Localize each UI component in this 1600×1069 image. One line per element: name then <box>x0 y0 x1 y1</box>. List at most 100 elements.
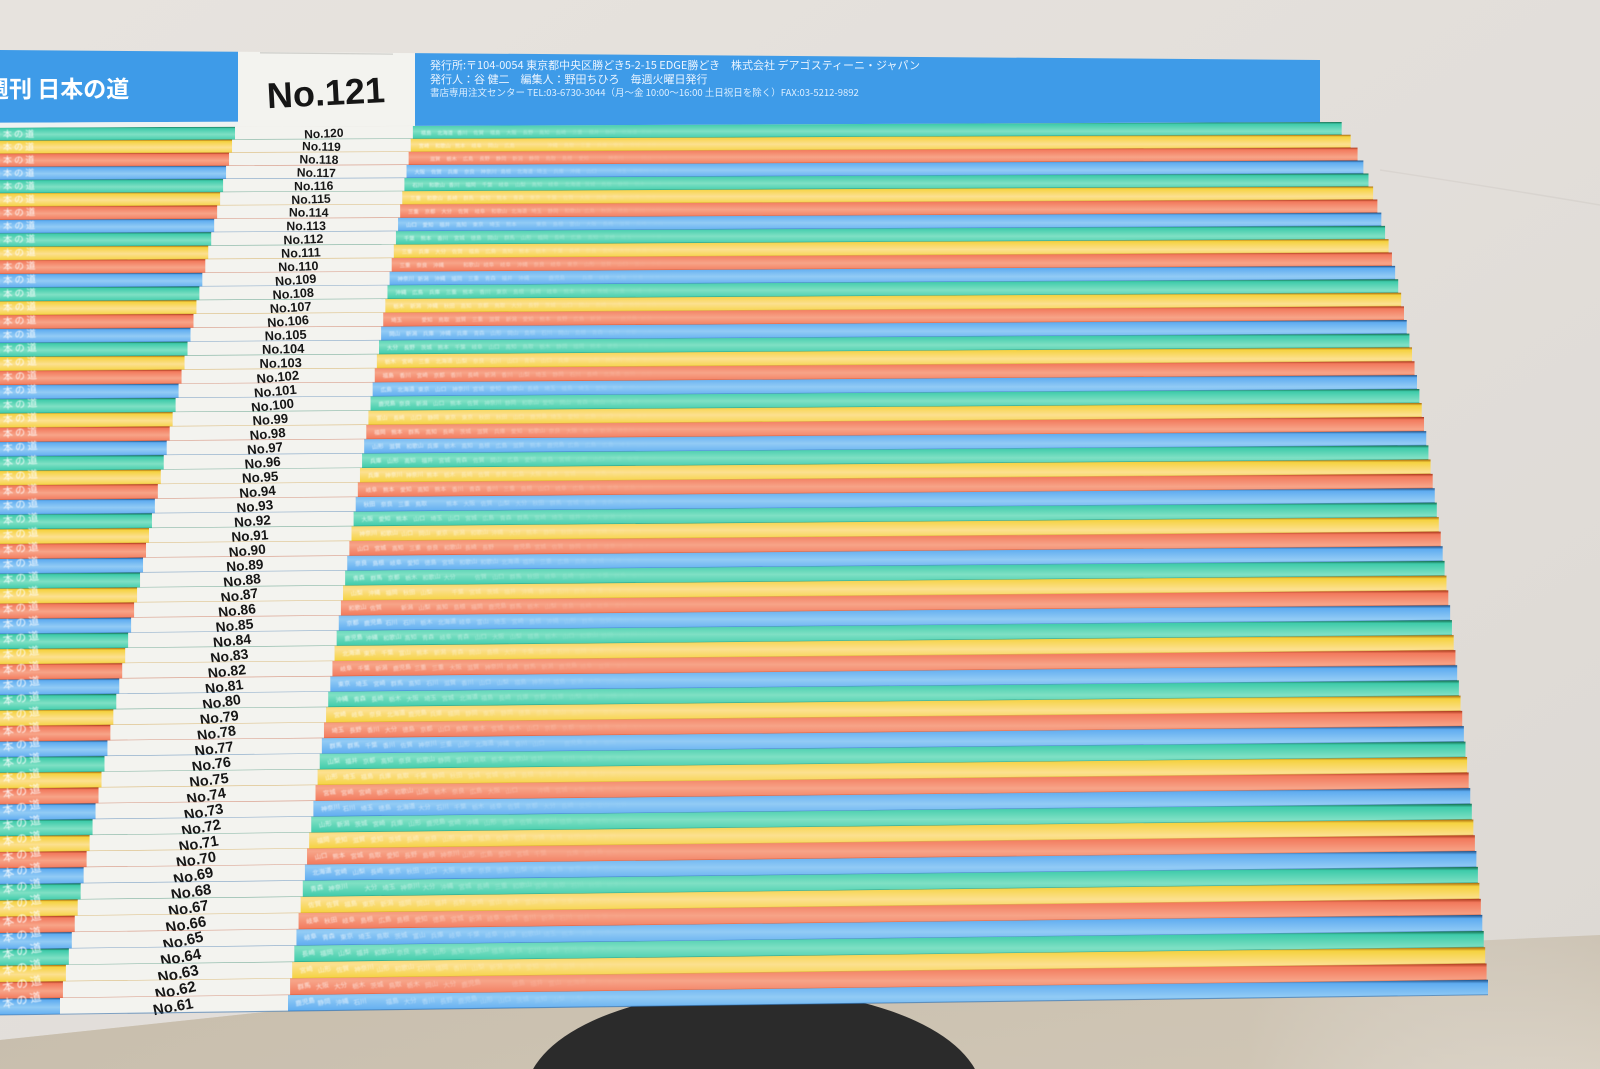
svg-text:青森: 青森 <box>457 631 470 641</box>
svg-text:広島: 広島 <box>602 439 615 449</box>
svg-text:山形: 山形 <box>659 328 671 337</box>
svg-text:福岡: 福岡 <box>374 427 386 437</box>
svg-text:高知: 高知 <box>425 426 437 436</box>
svg-text:静岡: 静岡 <box>465 708 479 719</box>
svg-text:佐賀: 佐賀 <box>467 398 479 408</box>
svg-text:岐阜: 岐阜 <box>603 541 616 551</box>
svg-text:岡山: 岡山 <box>629 382 641 392</box>
svg-text:兵庫: 兵庫 <box>427 441 440 451</box>
svg-text:長野: 長野 <box>612 526 625 536</box>
svg-text:沖縄: 沖縄 <box>521 586 534 596</box>
svg-text:高知: 高知 <box>417 484 430 494</box>
svg-text:静岡: 静岡 <box>605 128 615 136</box>
svg-text:群馬: 群馬 <box>516 512 529 522</box>
svg-text:宮崎: 宮崎 <box>534 512 547 522</box>
svg-text:長崎: 長崎 <box>644 555 657 565</box>
svg-text:香川: 香川 <box>457 129 467 137</box>
svg-text:福井: 福井 <box>439 220 451 228</box>
svg-text:青森: 青森 <box>601 497 614 507</box>
svg-text:東京: 東京 <box>435 527 448 537</box>
svg-text:長崎: 長崎 <box>556 128 566 136</box>
svg-text:大阪: 大阪 <box>588 676 601 687</box>
svg-text:東京: 東京 <box>530 193 541 201</box>
svg-text:佐賀: 佐賀 <box>369 602 382 612</box>
svg-text:熊本: 熊本 <box>426 469 439 479</box>
svg-text:群馬: 群馬 <box>549 497 562 507</box>
svg-text:大阪: 大阪 <box>492 631 505 641</box>
svg-text:福井: 福井 <box>503 586 516 596</box>
svg-text:宮城: 宮城 <box>592 556 605 566</box>
svg-text:長野: 長野 <box>528 301 540 310</box>
svg-text:宮城: 宮城 <box>534 541 547 551</box>
svg-text:滋賀: 滋賀 <box>579 753 593 764</box>
svg-text:沖縄: 沖縄 <box>439 329 451 338</box>
svg-text:鹿児島: 鹿児島 <box>620 314 637 323</box>
svg-text:三重: 三重 <box>503 483 516 493</box>
svg-text:沖縄: 沖縄 <box>518 274 530 282</box>
svg-text:熊本: 熊本 <box>395 513 408 523</box>
svg-text:佐賀: 佐賀 <box>608 328 620 337</box>
svg-text:福岡: 福岡 <box>470 601 483 611</box>
svg-text:広島: 広島 <box>584 439 597 449</box>
svg-text:埼玉: 埼玉 <box>620 511 633 521</box>
svg-text:香川: 香川 <box>646 382 658 392</box>
svg-text:福島: 福島 <box>490 128 500 136</box>
svg-text:埼玉: 埼玉 <box>550 411 562 421</box>
svg-text:香川: 香川 <box>366 724 380 735</box>
svg-text:高知: 高知 <box>502 247 513 255</box>
svg-text:鹿児島: 鹿児島 <box>667 179 683 187</box>
svg-text:石川: 石川 <box>402 617 415 627</box>
svg-text:佐賀: 佐賀 <box>480 498 493 508</box>
svg-text:秋田: 秋田 <box>560 526 573 536</box>
svg-text:島根: 島根 <box>524 328 536 337</box>
svg-text:山梨: 山梨 <box>498 498 511 508</box>
svg-text:静岡: 静岡 <box>641 482 654 492</box>
svg-text:岐阜: 岐阜 <box>351 709 365 720</box>
svg-text:大阪: 大阪 <box>658 154 669 162</box>
svg-text:島根: 島根 <box>642 355 654 364</box>
svg-text:静岡: 静岡 <box>552 370 564 379</box>
svg-text:富山: 富山 <box>476 616 489 626</box>
svg-text:大阪: 大阪 <box>506 128 517 136</box>
svg-text:神奈川: 神奈川 <box>605 355 622 364</box>
svg-text:岐阜: 岐阜 <box>544 571 557 581</box>
svg-text:三重: 三重 <box>399 261 411 269</box>
svg-text:沖縄: 沖縄 <box>618 497 631 507</box>
svg-text:鹿児島: 鹿児島 <box>530 411 548 421</box>
svg-text:徳島: 徳島 <box>424 557 437 567</box>
svg-text:沖縄: 沖縄 <box>570 167 581 175</box>
svg-text:京都: 京都 <box>433 371 445 380</box>
svg-text:埼玉: 埼玉 <box>489 220 501 228</box>
svg-text:島根: 島根 <box>513 287 525 296</box>
svg-text:岐阜: 岐阜 <box>580 661 593 672</box>
svg-text:岐阜: 岐阜 <box>389 557 402 567</box>
svg-text:岐阜: 岐阜 <box>475 207 487 215</box>
svg-text:新潟: 新潟 <box>418 274 430 282</box>
svg-text:栃木: 栃木 <box>443 469 456 479</box>
svg-text:佐賀: 佐賀 <box>478 469 491 479</box>
svg-text:群馬: 群馬 <box>390 678 403 689</box>
svg-text:栃木: 栃木 <box>385 357 397 366</box>
svg-text:青森: 青森 <box>647 526 660 536</box>
svg-text:奈良: 奈良 <box>495 469 508 479</box>
svg-text:群馬: 群馬 <box>509 571 522 581</box>
svg-text:長崎: 長崎 <box>554 233 566 241</box>
svg-text:島根: 島根 <box>372 558 385 568</box>
svg-text:岡山: 岡山 <box>578 301 589 310</box>
svg-text:京都: 京都 <box>387 572 400 582</box>
svg-text:神奈川: 神奈川 <box>452 383 470 393</box>
svg-text:大阪: 大阪 <box>586 220 598 228</box>
svg-text:愛知: 愛知 <box>511 426 523 436</box>
svg-text:神奈川: 神奈川 <box>385 469 403 480</box>
svg-text:山梨: 山梨 <box>496 677 509 688</box>
svg-text:香川: 香川 <box>631 570 644 580</box>
svg-text:埼玉: 埼玉 <box>355 678 368 689</box>
svg-text:三重: 三重 <box>408 207 420 215</box>
svg-text:京都: 京都 <box>625 328 637 337</box>
svg-text:山形: 山形 <box>588 356 600 365</box>
svg-text:岡山: 岡山 <box>579 722 593 733</box>
svg-text:沖縄: 沖縄 <box>368 587 381 597</box>
svg-text:三重: 三重 <box>418 357 430 366</box>
svg-text:宮崎: 宮崎 <box>595 526 608 536</box>
svg-text:和歌山: 和歌山 <box>427 194 443 202</box>
